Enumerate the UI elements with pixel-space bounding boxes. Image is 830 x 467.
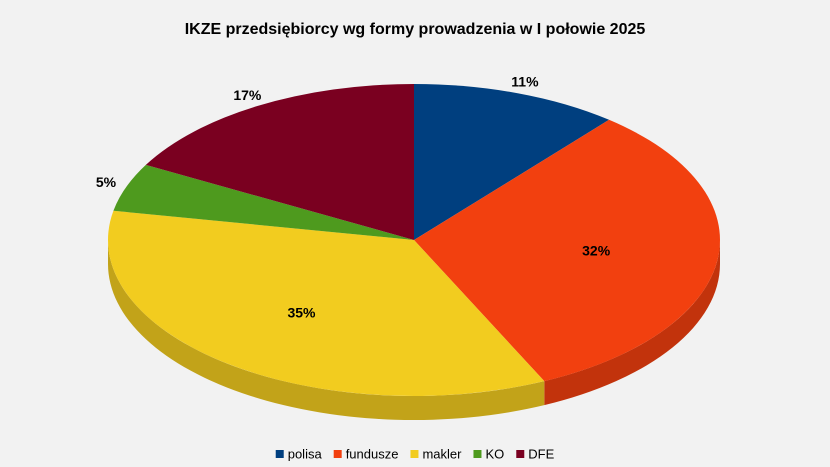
data-label: 17% xyxy=(233,87,262,103)
legend-swatch xyxy=(275,450,284,458)
legend-swatch xyxy=(516,450,525,458)
legend-swatch xyxy=(333,450,342,458)
slice xyxy=(414,119,721,382)
data-label: 11% xyxy=(511,74,539,90)
legend-label: fundusze xyxy=(346,446,399,461)
slice xyxy=(145,84,414,240)
legend-label: polisa xyxy=(288,446,323,461)
data-label: 32% xyxy=(582,242,611,258)
slice xyxy=(113,164,414,240)
slice-side xyxy=(544,240,720,406)
data-label: 5% xyxy=(96,174,117,190)
chart-title: IKZE przedsiębiorcy wg formy prowadzenia… xyxy=(185,21,646,38)
legend-swatch xyxy=(473,450,482,458)
legend-swatch xyxy=(410,450,419,458)
legend-label: KO xyxy=(485,446,504,461)
legend-label: makler xyxy=(422,446,462,461)
slice-side xyxy=(108,240,545,420)
legend-label: DFE xyxy=(528,446,554,461)
slice xyxy=(414,84,610,240)
data-label: 35% xyxy=(287,305,316,321)
slice xyxy=(108,210,545,396)
